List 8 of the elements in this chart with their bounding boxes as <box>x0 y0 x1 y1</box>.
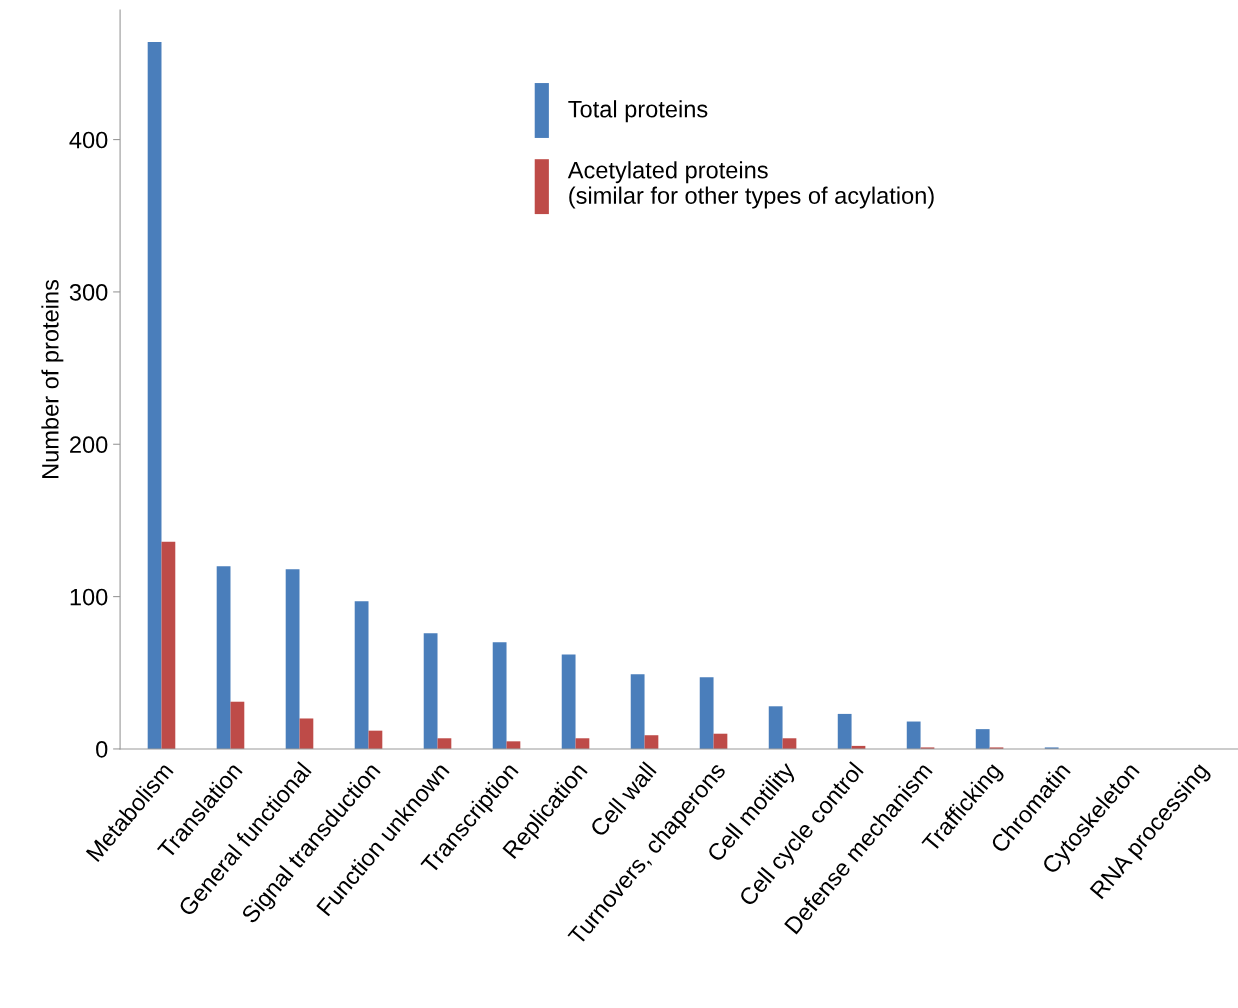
y-tick-label: 300 <box>69 283 108 301</box>
legend-label: Total proteins <box>568 100 708 123</box>
y-tick-label: 200 <box>70 436 108 454</box>
y-tick-label: 100 <box>70 588 108 606</box>
legend-label: Acetylated proteins (similar for other types of acylation) <box>567 161 934 209</box>
y-tick-label: 0 <box>96 741 108 758</box>
y-axis-title: Number of proteins <box>41 279 64 478</box>
y-tick-label: 400 <box>69 131 108 149</box>
